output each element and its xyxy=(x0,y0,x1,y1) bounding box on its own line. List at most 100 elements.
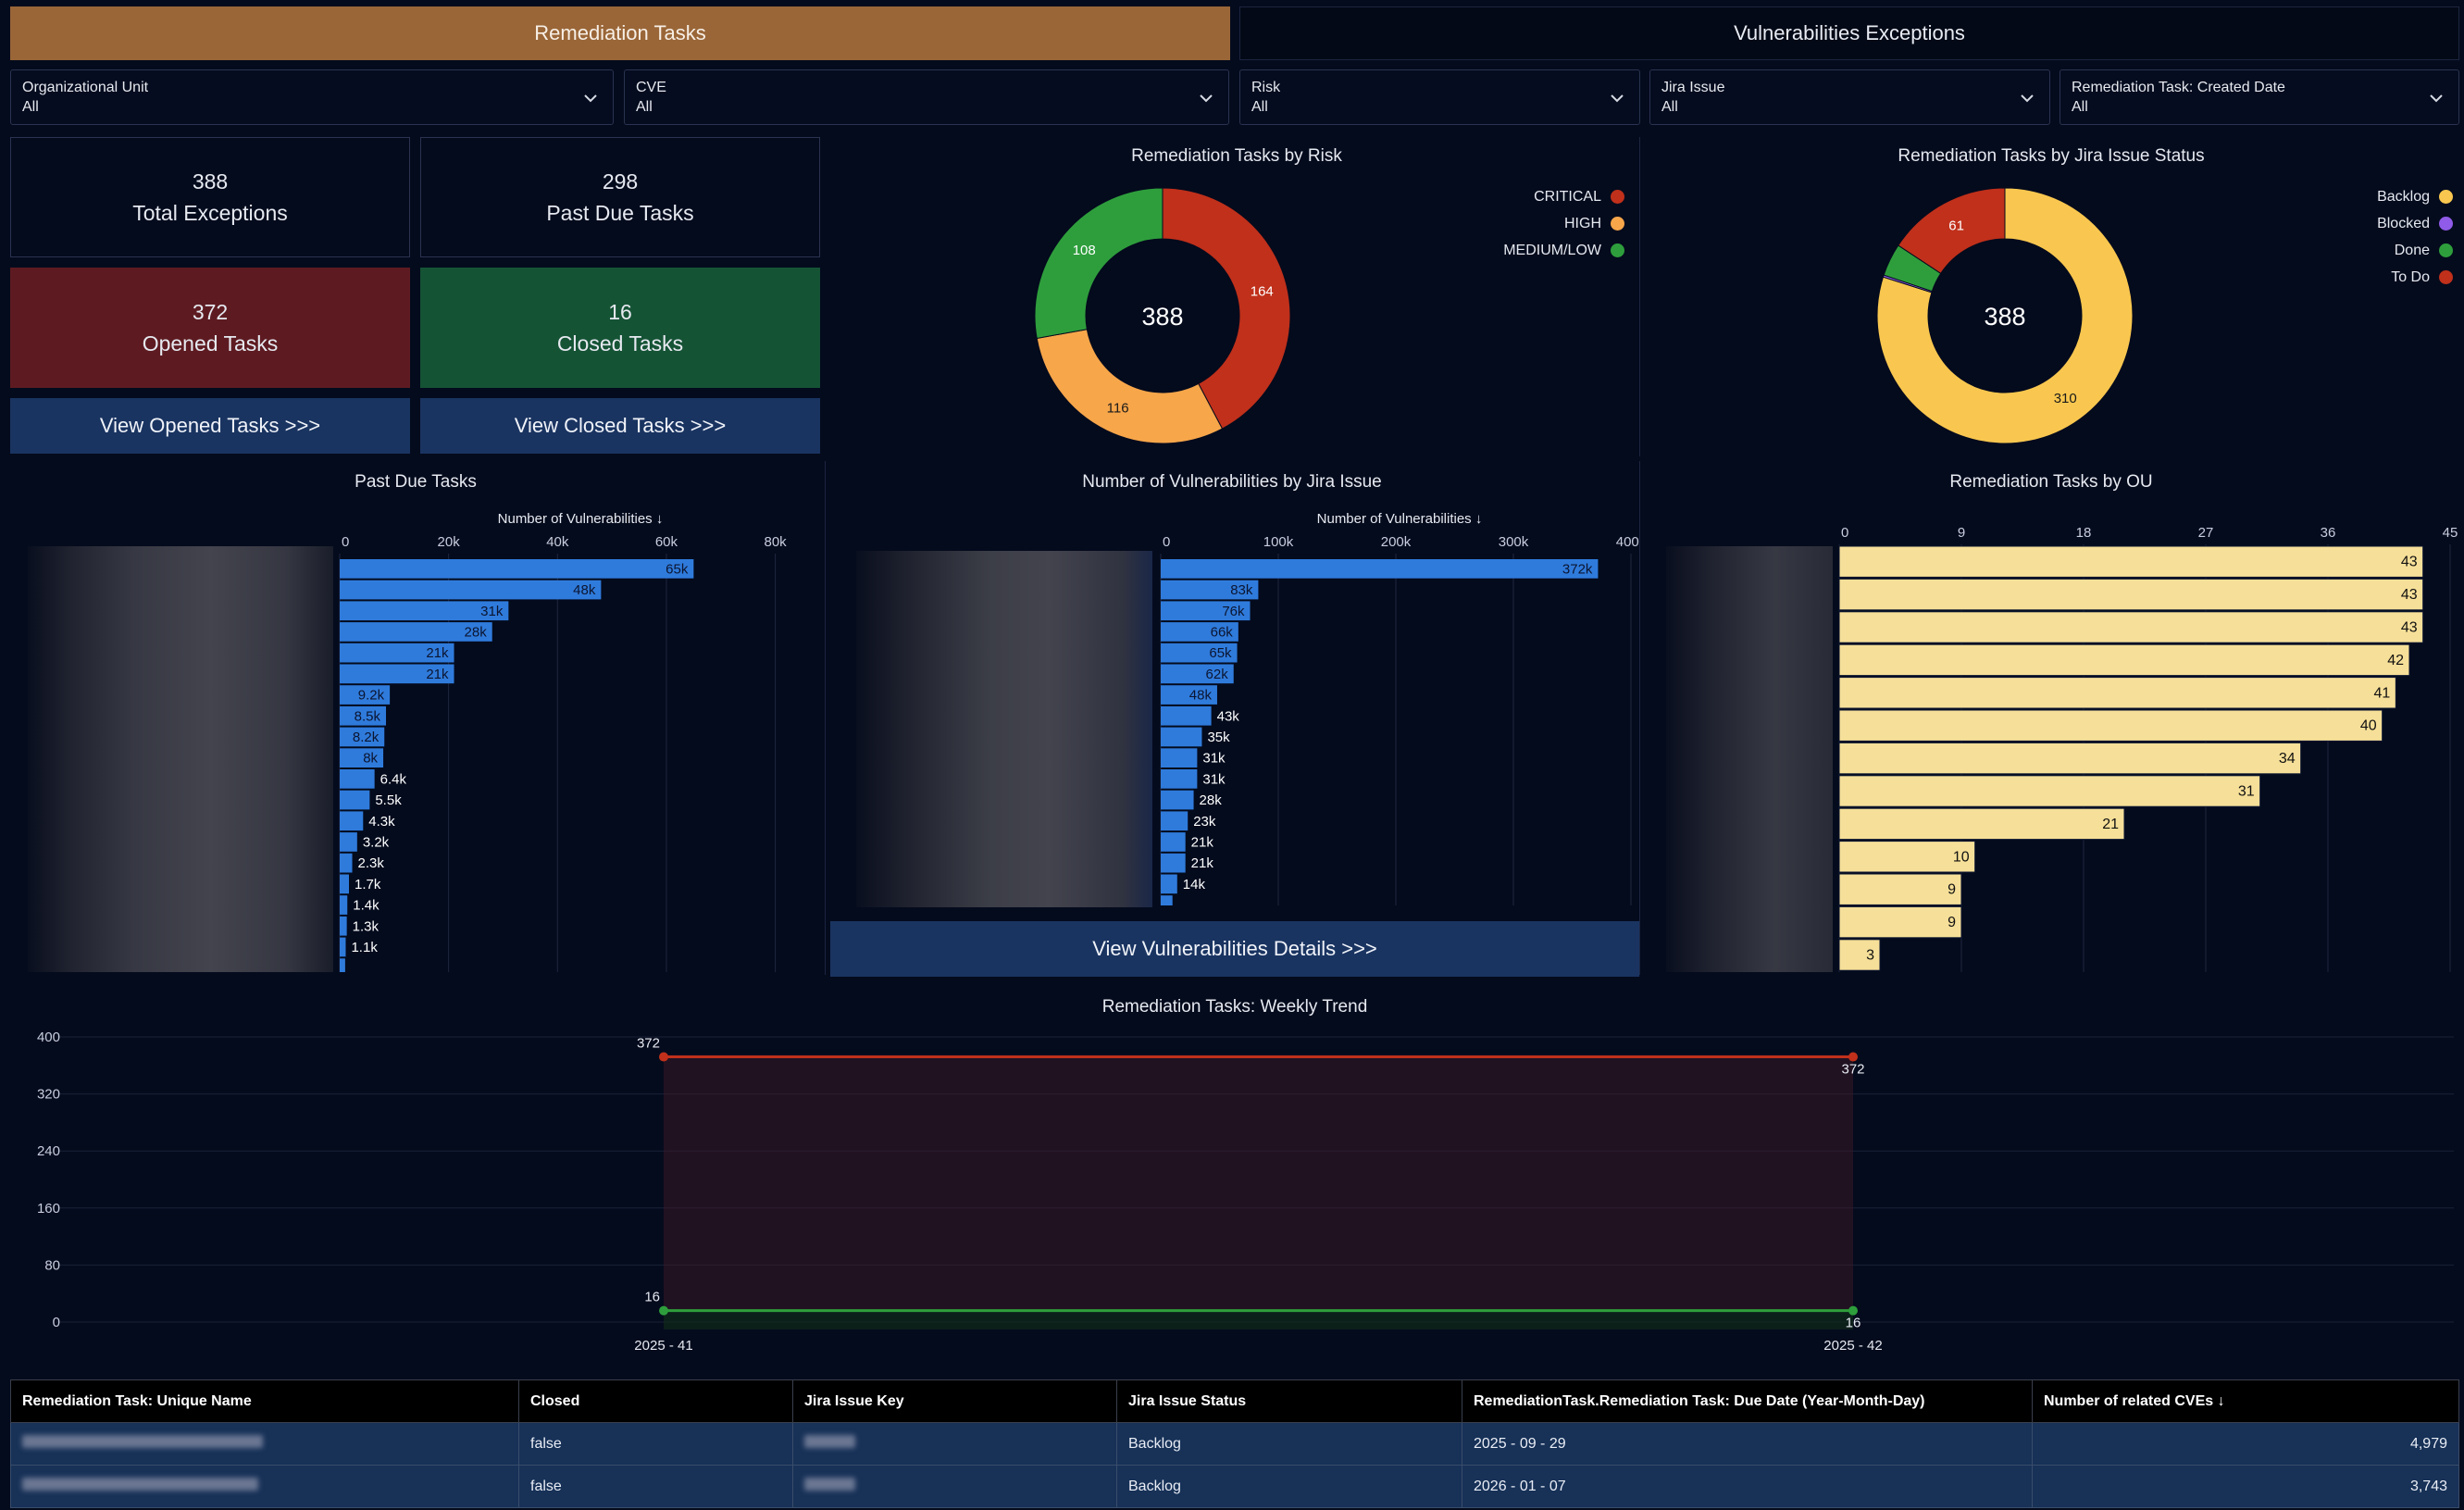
filter-value: All xyxy=(636,99,653,115)
tick-label: 0 xyxy=(1841,525,1848,541)
kpi-value: 298 xyxy=(602,169,639,193)
cell-jira-key[interactable] xyxy=(792,1422,1117,1466)
legend-item-done: Done xyxy=(2277,237,2453,264)
filter-risk[interactable]: Risk All xyxy=(1239,69,1640,125)
slice-label: 116 xyxy=(1107,400,1129,416)
data-label: 16 xyxy=(1846,1316,1861,1331)
bar xyxy=(1838,841,1976,873)
column-header-unique-name[interactable]: Remediation Task: Unique Name xyxy=(10,1379,519,1423)
bar-value-label: 3 xyxy=(1866,948,1874,964)
legend-item-backlog: Backlog xyxy=(2277,183,2453,210)
y-tick-label: 160 xyxy=(37,1201,60,1217)
legend-label: To Do xyxy=(2391,268,2430,285)
ou-bar-chart: 0 9 18 27 36 45 43 43 43 42 41 40 34 31 21 10 9 9 3 xyxy=(1838,525,2458,972)
bar-value-label: 21k xyxy=(1191,855,1214,871)
legend-swatch xyxy=(2439,217,2453,231)
bar xyxy=(340,790,370,810)
redacted-labels xyxy=(28,546,333,972)
donut-center-label: 388 xyxy=(1141,303,1183,331)
bar-value-label: 372k xyxy=(1562,561,1593,577)
bar xyxy=(340,832,357,852)
view-opened-tasks-button[interactable]: View Opened Tasks >>> xyxy=(10,398,410,454)
kpi-total-exceptions: 388 Total Exceptions xyxy=(10,137,410,257)
filter-organizational-unit[interactable]: Organizational Unit All xyxy=(10,69,614,125)
tab-vulnerabilities-exceptions[interactable]: Vulnerabilities Exceptions xyxy=(1239,6,2459,60)
bar-value-label: 21k xyxy=(426,667,449,682)
tick-label: 0 xyxy=(342,534,349,550)
bar xyxy=(1838,545,2424,578)
tab-remediation-tasks[interactable]: Remediation Tasks xyxy=(10,6,1230,60)
bar xyxy=(1161,811,1188,831)
risk-legend: CRITICAL HIGH MEDIUM/LOW xyxy=(1444,183,1624,264)
bar-value-label: 43 xyxy=(2401,555,2418,570)
column-header-related-cves[interactable]: Number of related CVEs ↓ xyxy=(2032,1379,2459,1423)
cell-unique-name xyxy=(10,1422,519,1466)
bar-value-label: 8.2k xyxy=(353,730,380,745)
bar-value-label: 41 xyxy=(2374,685,2391,701)
column-header-closed[interactable]: Closed xyxy=(518,1379,793,1423)
jira-status-legend: Backlog Blocked Done To Do xyxy=(2277,183,2453,291)
legend-item-blocked: Blocked xyxy=(2277,210,2453,237)
redacted-text xyxy=(804,1478,855,1491)
legend-swatch xyxy=(2439,243,2453,257)
data-label: 372 xyxy=(637,1036,660,1052)
kpi-closed-tasks: 16 Closed Tasks xyxy=(420,268,820,388)
bar xyxy=(1161,790,1194,810)
redacted-labels xyxy=(1666,546,1833,972)
bar-value-label: 31 xyxy=(2238,784,2255,800)
weekly-trend-chart-title: Remediation Tasks: Weekly Trend xyxy=(1101,997,1368,1017)
tick-label: 100k xyxy=(1263,534,1294,550)
view-vulnerabilities-details-button[interactable]: View Vulnerabilities Details >>> xyxy=(830,921,1639,977)
bar-value-label: 66k xyxy=(1211,624,1234,640)
legend-label: HIGH xyxy=(1564,215,1601,231)
donut-center-label: 388 xyxy=(1984,303,2025,331)
bar-value-label: 31k xyxy=(480,604,504,619)
kpi-value: 388 xyxy=(192,169,229,193)
cell-jira-key[interactable] xyxy=(792,1465,1117,1508)
view-closed-tasks-button[interactable]: View Closed Tasks >>> xyxy=(420,398,820,454)
bar xyxy=(1161,643,1238,663)
table-row[interactable]: false Backlog 2026 - 01 - 07 3,743 xyxy=(10,1465,2459,1508)
bar xyxy=(340,958,345,972)
kpi-past-due-tasks: 298 Past Due Tasks xyxy=(420,137,820,257)
cell-related-cves: 4,979 xyxy=(2032,1422,2459,1466)
bar-value-label: 21 xyxy=(2102,817,2119,832)
bar-value-label: 34 xyxy=(2279,751,2296,767)
bar xyxy=(1161,622,1238,642)
legend-swatch xyxy=(1611,217,1624,231)
column-header-jira-status[interactable]: Jira Issue Status xyxy=(1116,1379,1462,1423)
bar xyxy=(1161,874,1177,894)
kpi-opened-tasks: 372 Opened Tasks xyxy=(10,268,410,388)
jira-status-donut-chart: 310 61 388 xyxy=(1876,187,2134,444)
filter-jira-issue[interactable]: Jira Issue All xyxy=(1649,69,2050,125)
slice-label: 310 xyxy=(2054,391,2077,406)
column-header-jira-key[interactable]: Jira Issue Key xyxy=(792,1379,1117,1423)
axis-label: Number of Vulnerabilities ↓ xyxy=(1317,511,1483,527)
table-header-row: Remediation Task: Unique Name Closed Jir… xyxy=(10,1379,2459,1423)
bar xyxy=(340,748,384,767)
bar xyxy=(340,727,385,747)
filter-created-date[interactable]: Remediation Task: Created Date All xyxy=(2060,69,2459,125)
legend-label: Backlog xyxy=(2377,188,2430,205)
tick-label: 300k xyxy=(1499,534,1529,550)
past-due-bar-chart: Number of Vulnerabilities ↓ 0 20k 40k 60k 80k… xyxy=(339,511,787,972)
bar xyxy=(1838,775,2261,807)
bar xyxy=(340,601,509,621)
filter-cve[interactable]: CVE All xyxy=(624,69,1229,125)
kpi-label: Total Exceptions xyxy=(132,201,288,225)
bar-value-label: 3.2k xyxy=(363,834,390,850)
donut-slice xyxy=(1036,329,1224,444)
bar-value-label: 5.5k xyxy=(375,792,402,808)
bar xyxy=(340,622,492,642)
table-row[interactable]: false Backlog 2025 - 09 - 29 4,979 xyxy=(10,1422,2459,1466)
data-label: 16 xyxy=(644,1290,660,1305)
column-header-due-date[interactable]: RemediationTask.Remediation Task: Due Da… xyxy=(1462,1379,2033,1423)
legend-swatch xyxy=(2439,190,2453,204)
data-point xyxy=(1848,1305,1858,1316)
data-point xyxy=(1848,1052,1858,1062)
bar xyxy=(1161,727,1202,747)
bar xyxy=(1838,939,1881,971)
y-tick-label: 0 xyxy=(53,1315,60,1330)
bar-value-label: 28k xyxy=(1200,792,1223,808)
tick-label: 18 xyxy=(2076,525,2092,541)
